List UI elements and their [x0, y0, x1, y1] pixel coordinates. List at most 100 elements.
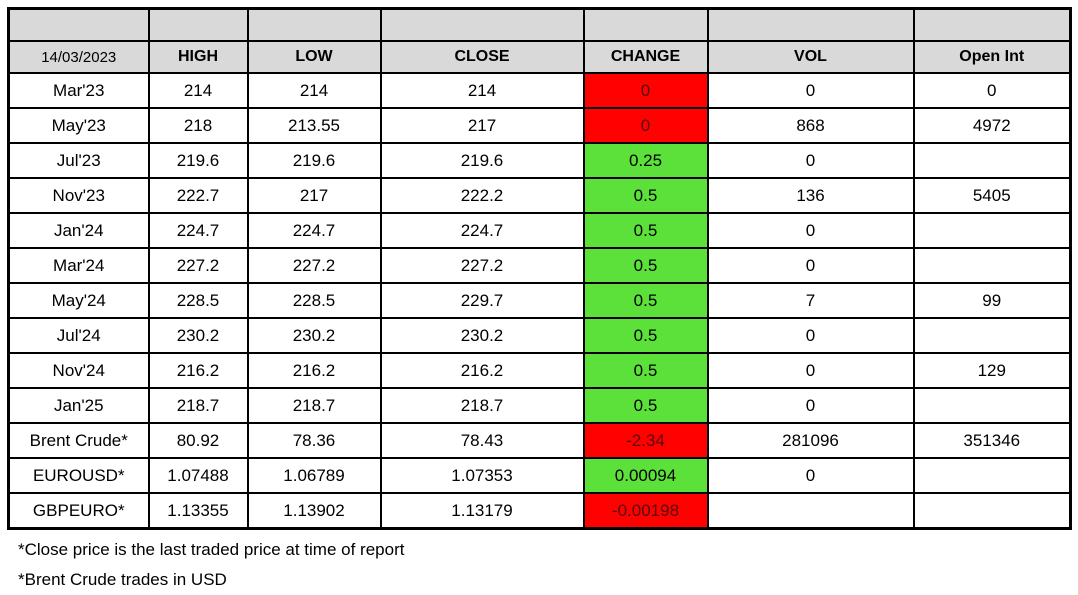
footnote-brent-crude: *Brent Crude trades in USD [18, 570, 227, 589]
table-row: May'24 228.5 228.5 229.7 0.5 7 99 [7, 282, 1072, 319]
openint-cell: 0 [912, 72, 1072, 109]
openint-cell: 129 [912, 352, 1072, 389]
high-cell: 219.6 [147, 142, 249, 179]
change-cell: -0.00198 [582, 492, 709, 530]
change-cell: 0.5 [582, 352, 709, 389]
table-row: Jan'24 224.7 224.7 224.7 0.5 0 [7, 212, 1072, 249]
openint-cell [912, 212, 1072, 249]
futures-price-table: 14/03/2023 HIGH LOW CLOSE CHANGE VOL Ope… [7, 7, 1072, 530]
change-cell: 0 [582, 107, 709, 144]
contract-cell: Jan'25 [7, 387, 150, 424]
low-cell: 224.7 [246, 212, 382, 249]
high-cell: 222.7 [147, 177, 249, 214]
spacer-cell [582, 7, 709, 42]
close-cell: 218.7 [379, 387, 585, 424]
low-cell: 217 [246, 177, 382, 214]
low-cell: 1.06789 [246, 457, 382, 494]
high-cell: 227.2 [147, 247, 249, 284]
low-cell: 1.13902 [246, 492, 382, 530]
openint-cell [912, 247, 1072, 284]
contract-cell: EUROUSD* [7, 457, 150, 494]
low-cell: 78.36 [246, 422, 382, 459]
change-cell: 0.25 [582, 142, 709, 179]
close-cell: 214 [379, 72, 585, 109]
table-row: Jan'25 218.7 218.7 218.7 0.5 0 [7, 387, 1072, 424]
vol-cell: 136 [706, 177, 915, 214]
table-spacer-row [7, 7, 1072, 42]
vol-cell: 0 [706, 247, 915, 284]
vol-cell: 0 [706, 352, 915, 389]
change-cell: 0.5 [582, 317, 709, 354]
openint-cell: 4972 [912, 107, 1072, 144]
table-row: Nov'23 222.7 217 222.2 0.5 136 5405 [7, 177, 1072, 214]
column-header-change: CHANGE [582, 40, 709, 74]
table-row: Mar'23 214 214 214 0 0 0 [7, 72, 1072, 109]
high-cell: 214 [147, 72, 249, 109]
spacer-cell [7, 7, 150, 42]
close-cell: 222.2 [379, 177, 585, 214]
vol-cell: 0 [706, 72, 915, 109]
high-cell: 80.92 [147, 422, 249, 459]
table-row: Jul'23 219.6 219.6 219.6 0.25 0 [7, 142, 1072, 179]
contract-cell: Jul'24 [7, 317, 150, 354]
low-cell: 218.7 [246, 387, 382, 424]
vol-cell: 868 [706, 107, 915, 144]
contract-cell: GBPEURO* [7, 492, 150, 530]
table-row: Nov'24 216.2 216.2 216.2 0.5 0 129 [7, 352, 1072, 389]
change-cell: 0.00094 [582, 457, 709, 494]
close-cell: 219.6 [379, 142, 585, 179]
change-cell: 0.5 [582, 387, 709, 424]
openint-cell [912, 142, 1072, 179]
change-cell: 0.5 [582, 247, 709, 284]
openint-cell: 5405 [912, 177, 1072, 214]
footnotes-section: *Close price is the last traded price at… [0, 535, 1078, 595]
close-cell: 224.7 [379, 212, 585, 249]
report-date-cell: 14/03/2023 [7, 40, 150, 74]
close-cell: 230.2 [379, 317, 585, 354]
close-cell: 1.07353 [379, 457, 585, 494]
vol-cell: 0 [706, 317, 915, 354]
close-cell: 227.2 [379, 247, 585, 284]
table-row: Mar'24 227.2 227.2 227.2 0.5 0 [7, 247, 1072, 284]
contract-cell: May'24 [7, 282, 150, 319]
change-cell: 0.5 [582, 282, 709, 319]
column-header-high: HIGH [147, 40, 249, 74]
table-row: GBPEURO* 1.13355 1.13902 1.13179 -0.0019… [7, 492, 1072, 530]
spacer-cell [379, 7, 585, 42]
column-header-low: LOW [246, 40, 382, 74]
high-cell: 218.7 [147, 387, 249, 424]
contract-cell: Mar'23 [7, 72, 150, 109]
contract-cell: Jan'24 [7, 212, 150, 249]
table-row: May'23 218 213.55 217 0 868 4972 [7, 107, 1072, 144]
close-cell: 216.2 [379, 352, 585, 389]
change-cell: -2.34 [582, 422, 709, 459]
openint-cell [912, 317, 1072, 354]
high-cell: 1.13355 [147, 492, 249, 530]
vol-cell: 0 [706, 212, 915, 249]
low-cell: 216.2 [246, 352, 382, 389]
column-header-vol: VOL [706, 40, 915, 74]
change-cell: 0 [582, 72, 709, 109]
low-cell: 219.6 [246, 142, 382, 179]
high-cell: 224.7 [147, 212, 249, 249]
vol-cell: 0 [706, 387, 915, 424]
high-cell: 1.07488 [147, 457, 249, 494]
low-cell: 214 [246, 72, 382, 109]
low-cell: 213.55 [246, 107, 382, 144]
high-cell: 228.5 [147, 282, 249, 319]
table-header-row: 14/03/2023 HIGH LOW CLOSE CHANGE VOL Ope… [7, 40, 1072, 74]
openint-cell: 351346 [912, 422, 1072, 459]
close-cell: 217 [379, 107, 585, 144]
low-cell: 230.2 [246, 317, 382, 354]
close-cell: 229.7 [379, 282, 585, 319]
table-row: Brent Crude* 80.92 78.36 78.43 -2.34 281… [7, 422, 1072, 459]
high-cell: 230.2 [147, 317, 249, 354]
openint-cell: 99 [912, 282, 1072, 319]
low-cell: 228.5 [246, 282, 382, 319]
footnote-close-price: *Close price is the last traded price at… [18, 540, 405, 559]
spacer-cell [912, 7, 1072, 42]
change-cell: 0.5 [582, 177, 709, 214]
contract-cell: Mar'24 [7, 247, 150, 284]
contract-cell: Nov'23 [7, 177, 150, 214]
contract-cell: Nov'24 [7, 352, 150, 389]
